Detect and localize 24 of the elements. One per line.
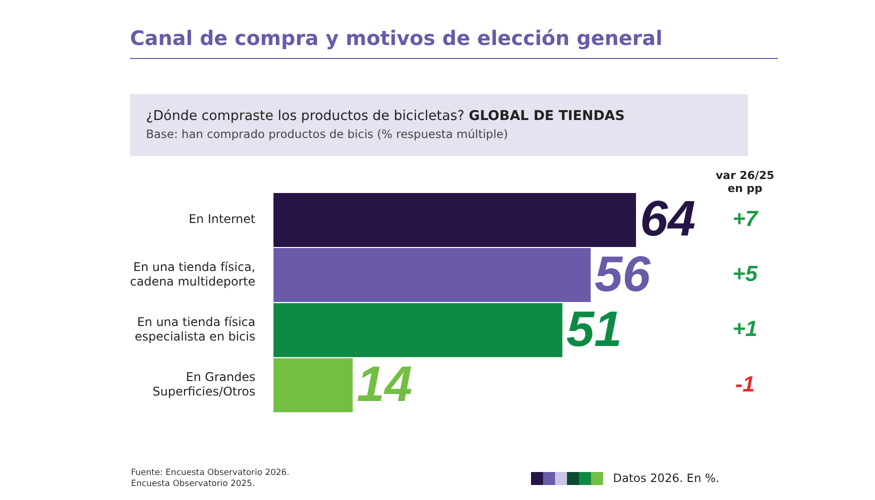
chart-subtitle: ¿Dónde compraste los productos de bicicletas? bbox=[146, 108, 464, 124]
text: +1 bbox=[732, 316, 758, 342]
bar bbox=[273, 248, 591, 302]
text: var 26/25 en pp bbox=[716, 168, 774, 195]
source-note: Fuente: Encuesta Observatorio 2026. bbox=[131, 468, 290, 479]
y-tick-label: En Internet bbox=[188, 212, 256, 226]
bar bbox=[273, 303, 562, 358]
y-tick-label: En Grandes Superficies/Otros bbox=[152, 370, 256, 399]
text: -1 bbox=[735, 371, 755, 396]
data-label: 64 bbox=[640, 190, 696, 247]
bar bbox=[273, 192, 636, 247]
chart-title: Canal de compra y motivos de elección general bbox=[130, 26, 663, 50]
data-label: 14 bbox=[356, 356, 412, 412]
text: +5 bbox=[732, 261, 758, 286]
text: +7 bbox=[732, 206, 760, 232]
text: Encuesta Observatorio 2025. bbox=[131, 479, 256, 490]
text: Datos 2026. En %. bbox=[613, 471, 720, 485]
text: Base: han comprado productos de bicis (% respuesta múltiple) bbox=[146, 127, 509, 141]
y-tick-label: En una tienda física especialista en bicis bbox=[134, 315, 256, 344]
data-label: 51 bbox=[566, 300, 622, 357]
text: GLOBAL DE TIENDAS bbox=[468, 108, 625, 124]
bar bbox=[273, 358, 353, 412]
y-tick-label: En una tienda física, cadena multideporte bbox=[130, 260, 256, 288]
data-label: 56 bbox=[594, 246, 652, 302]
